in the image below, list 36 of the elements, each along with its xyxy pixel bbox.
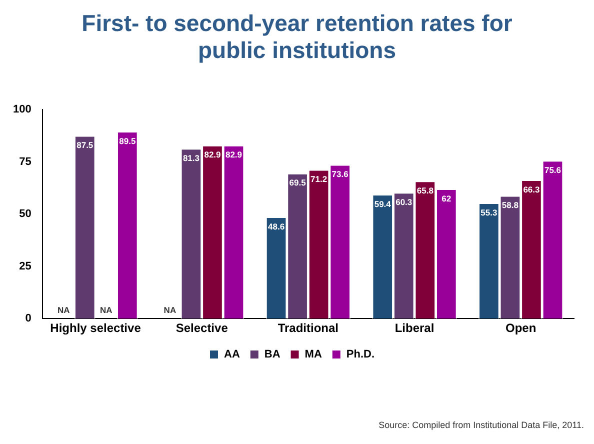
chart-title: First- to second-year retention rates for public institutions: [80, 10, 514, 64]
data-label: 73.6: [332, 169, 349, 180]
legend-label: AA: [224, 348, 240, 361]
data-label: 75.6: [544, 164, 562, 175]
data-label: 62: [442, 193, 452, 204]
text: NA: [164, 304, 176, 315]
source-note: Source: Compiled from Institutional Data File, 2011.: [378, 420, 584, 430]
legend-label: BA: [264, 348, 280, 361]
x-tick-label: Liberal: [394, 321, 434, 336]
x-tick-label: Selective: [176, 321, 228, 336]
text: NA: [57, 304, 70, 315]
data-label: 55.3: [480, 207, 498, 218]
x-tick-label: Open: [506, 321, 536, 336]
data-label: 69.5: [289, 178, 306, 188]
data-label: 81.3: [182, 153, 200, 164]
x-tick-label: Highly selective: [50, 321, 142, 336]
text: NA: [100, 304, 112, 315]
data-label: 89.5: [119, 136, 136, 146]
data-label: 87.5: [76, 140, 94, 150]
y-tick-label: 75: [19, 156, 32, 168]
y-tick-label: 100: [12, 104, 32, 116]
data-label: 82.9: [225, 150, 242, 160]
y-tick-label: 25: [19, 260, 32, 272]
y-tick-label: 50: [19, 208, 32, 220]
data-label: 66.3: [523, 184, 540, 194]
legend-label: MA: [304, 348, 322, 361]
data-label: 82.9: [204, 150, 222, 160]
data-label: 58.8: [502, 200, 519, 210]
legend-label: Ph.D.: [346, 348, 375, 361]
data-label: 71.2: [310, 174, 328, 184]
y-tick-label: 0: [25, 312, 32, 325]
data-label: 65.8: [416, 185, 434, 196]
x-tick-label: Traditional: [278, 321, 339, 336]
data-label: 48.6: [268, 221, 285, 232]
data-label: 59.4: [374, 198, 392, 209]
data-label: 60.3: [396, 196, 412, 207]
